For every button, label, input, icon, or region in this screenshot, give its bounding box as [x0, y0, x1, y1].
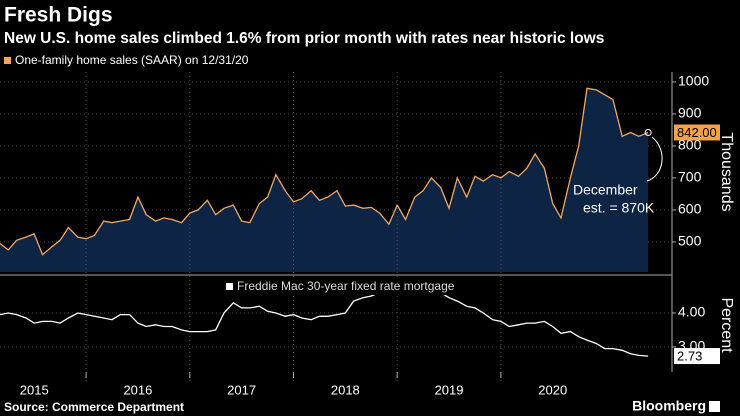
x-tick-label: 2016	[123, 382, 152, 397]
y-axis-label: Percent	[718, 297, 735, 353]
legend-label: One-family home sales (SAAR) on 12/31/20	[15, 53, 249, 67]
y-tick-label: 500	[678, 233, 702, 249]
chart-subtitle: New U.S. home sales climbed 1.6% from pr…	[4, 30, 604, 47]
legend-swatch	[226, 283, 233, 290]
line	[0, 87, 649, 256]
y-tick-label: 4.00	[678, 304, 705, 320]
last-point	[644, 128, 652, 136]
chart-title: Fresh Digs	[4, 4, 113, 27]
annotation: est. = 870K	[583, 200, 655, 216]
y-axis-label: Thousands	[718, 132, 735, 211]
legend-swatch	[4, 57, 11, 64]
value-label: 842.00	[677, 125, 717, 140]
area	[0, 88, 649, 272]
x-tick-label: 2018	[331, 382, 360, 397]
brand: Bloomberg	[632, 398, 706, 414]
y-tick-label: 800	[678, 137, 702, 153]
y-tick-label: 600	[678, 201, 702, 217]
y-tick-label: 900	[678, 105, 702, 121]
y-tick-label: 700	[678, 169, 702, 185]
legend-box	[222, 279, 452, 295]
annotation: December	[573, 182, 638, 198]
x-tick-label: 2017	[227, 382, 256, 397]
source: Source: Commerce Department	[4, 400, 184, 414]
line	[0, 283, 649, 357]
plot-layer	[0, 72, 676, 384]
y-tick-label: 1000	[678, 73, 709, 89]
legend-label: Freddie Mac 30-year fixed rate mortgage	[237, 279, 455, 293]
value-label-box	[674, 124, 720, 141]
annotation-arrow	[646, 136, 663, 182]
x-tick-label: 2015	[20, 382, 49, 397]
value-label: 2.73	[677, 348, 702, 363]
brand-icon	[709, 401, 720, 412]
value-label-box	[674, 348, 720, 365]
x-tick-label: 2020	[538, 382, 567, 397]
x-tick-label: 2019	[435, 382, 464, 397]
